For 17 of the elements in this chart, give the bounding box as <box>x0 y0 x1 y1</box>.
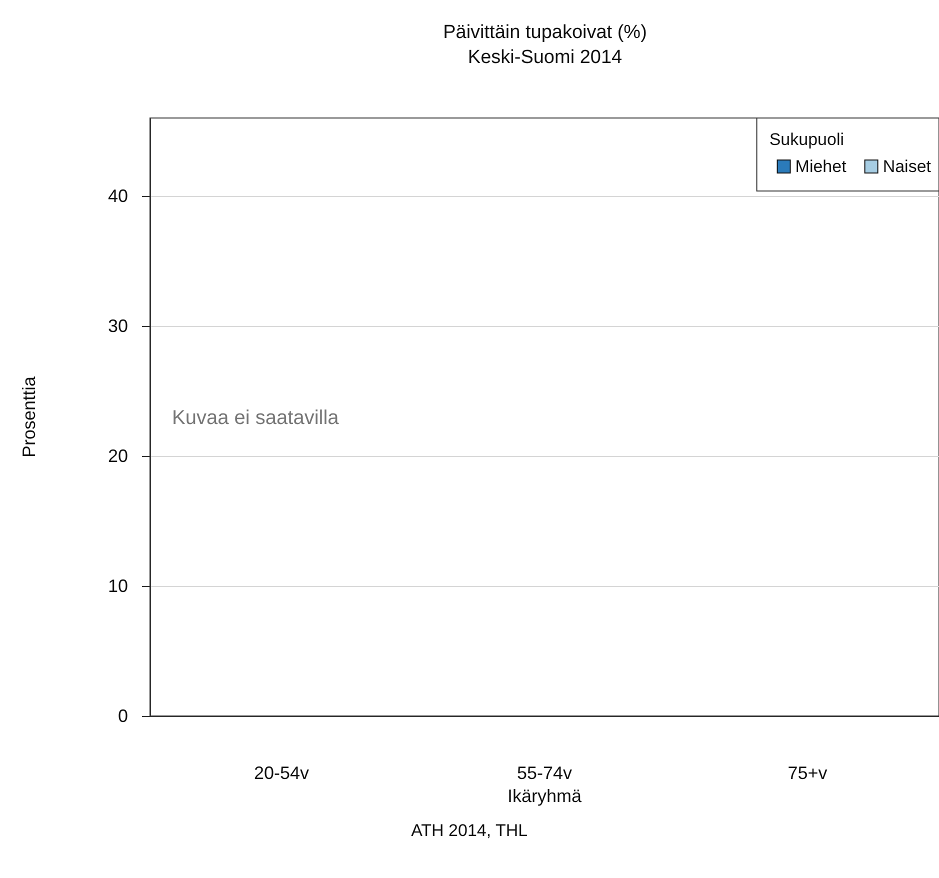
x-tick-label: 20-54v <box>254 763 310 783</box>
y-tick-label: 20 <box>108 446 128 466</box>
text: ATH 2014, THL <box>411 821 528 840</box>
annotation: Kuvaa ei saatavilla <box>172 407 340 429</box>
legend-label: Miehet <box>795 157 847 176</box>
x-tick-label: 55-74v <box>516 763 572 783</box>
chart-subtitle: Keski-Suomi 2014 <box>468 47 623 68</box>
y-axis-title: Prosenttia <box>19 375 39 458</box>
x-tick-label: 75+v <box>788 763 828 783</box>
chart-title: Päivittäin tupakoivat (%) <box>443 22 647 43</box>
y-tick-label: 10 <box>108 576 128 596</box>
legend-title: Sukupuoli <box>769 130 844 149</box>
legend-label: Naiset <box>882 157 932 176</box>
x-axis-title: Ikäryhmä <box>507 786 582 806</box>
y-tick-label: 40 <box>108 186 128 206</box>
y-tick-label: 30 <box>108 316 128 336</box>
y-tick-label: 0 <box>118 706 128 726</box>
